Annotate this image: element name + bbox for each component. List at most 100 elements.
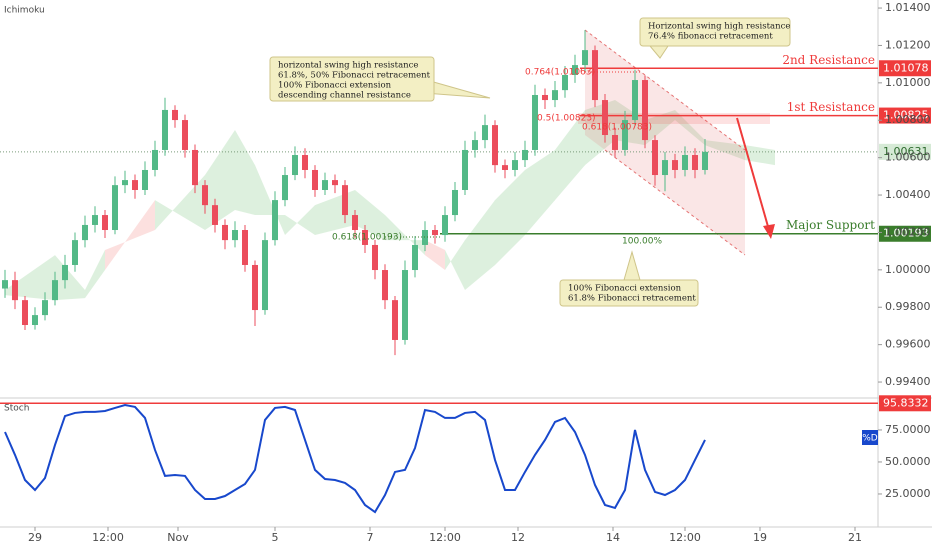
candle-body bbox=[52, 280, 58, 301]
indicator-label: Ichimoku bbox=[4, 6, 45, 16]
candle-body bbox=[262, 240, 268, 311]
stoch-line bbox=[4, 403, 706, 514]
candle-body bbox=[672, 160, 678, 170]
y-tick-label: 1.00600 bbox=[885, 151, 931, 164]
candle-body bbox=[642, 80, 648, 141]
x-tick-label: 12:00 bbox=[429, 531, 461, 544]
stoch-series-label: %D bbox=[862, 434, 878, 444]
callout-text: 61.8%, 50% Fibonacci retracement bbox=[278, 71, 431, 81]
level-price: 1.01078 bbox=[883, 61, 929, 74]
candle-body bbox=[22, 300, 28, 326]
y-tick-label: 1.01400 bbox=[885, 1, 931, 14]
level-price-box bbox=[879, 225, 931, 242]
candle-body bbox=[482, 125, 488, 141]
cloud-segment bbox=[105, 200, 155, 271]
x-tick-label: 12:00 bbox=[92, 531, 124, 544]
candle-body bbox=[382, 270, 388, 301]
candle-body bbox=[222, 224, 228, 241]
candle-body bbox=[162, 109, 168, 150]
cloud-segment bbox=[525, 149, 555, 236]
cloud-segment bbox=[675, 109, 705, 146]
x-tick-label: 7 bbox=[367, 531, 374, 544]
candle-body bbox=[702, 151, 708, 170]
fib-label: 0.5(1.00823) bbox=[537, 114, 596, 124]
candle-body bbox=[82, 224, 88, 241]
candle-body bbox=[232, 230, 238, 241]
last-price-label: 1.00631 bbox=[883, 145, 929, 158]
candle-body bbox=[342, 185, 348, 216]
candle-body bbox=[2, 280, 8, 289]
x-tick-label: 12 bbox=[511, 531, 525, 544]
x-tick-label: 29 bbox=[28, 531, 42, 544]
cloud-segment bbox=[445, 240, 465, 291]
cloud-segment bbox=[745, 145, 775, 166]
candle-body bbox=[302, 155, 308, 170]
y-tick-label: 1.00400 bbox=[885, 188, 931, 201]
candle-body bbox=[272, 200, 278, 241]
candle-body bbox=[462, 149, 468, 190]
candle-body bbox=[692, 155, 698, 170]
candle-body bbox=[42, 300, 48, 316]
cloud-segment bbox=[255, 165, 285, 236]
callout-box bbox=[639, 17, 791, 47]
marks-layer bbox=[0, 30, 878, 514]
cloud-segment bbox=[465, 200, 495, 291]
candle-body bbox=[562, 74, 568, 91]
candle-body bbox=[242, 230, 248, 265]
candle-body bbox=[542, 94, 548, 101]
candle-body bbox=[142, 169, 148, 190]
x-tick-label: 19 bbox=[753, 531, 767, 544]
callout-text: 100% Fibonacci extension bbox=[568, 284, 682, 294]
candle-body bbox=[492, 125, 498, 166]
candle-body bbox=[32, 315, 38, 326]
candle-body bbox=[182, 120, 188, 150]
candle-body bbox=[532, 94, 538, 150]
candle-body bbox=[92, 215, 98, 225]
candle-body bbox=[592, 50, 598, 101]
x-tick-label: 12:00 bbox=[669, 531, 701, 544]
level-price-box bbox=[879, 60, 931, 77]
candle-body bbox=[512, 160, 518, 170]
candle-body bbox=[12, 280, 18, 301]
cloud-segment bbox=[235, 129, 255, 216]
descending-channel bbox=[585, 30, 745, 255]
candle-body bbox=[132, 180, 138, 190]
candle-body bbox=[572, 65, 578, 75]
cloud-segment bbox=[495, 169, 525, 265]
candle-body bbox=[652, 140, 658, 176]
candle-body bbox=[292, 155, 298, 176]
candle-body bbox=[522, 149, 528, 161]
candle-body bbox=[332, 180, 338, 186]
fib-label: 0.618(1.00193) bbox=[332, 233, 402, 243]
stoch-series-box bbox=[862, 430, 878, 445]
candle-body bbox=[282, 175, 288, 201]
candle-body bbox=[412, 244, 418, 271]
cloud-segment bbox=[85, 250, 105, 299]
annotation-layer: 2nd Resistance 1.01078 1st Resistance 1.008… bbox=[269, 17, 931, 445]
y-tick-label: 0.99600 bbox=[885, 338, 931, 351]
stoch-label: Stoch bbox=[4, 404, 29, 414]
level-price: 1.00825 bbox=[883, 109, 929, 122]
cloud-layer bbox=[5, 100, 775, 301]
candle-body bbox=[172, 109, 178, 121]
fib-label: 0.764(1.01063) bbox=[525, 68, 595, 78]
candle-body bbox=[112, 185, 118, 231]
candle-body bbox=[252, 264, 258, 311]
y-tick-label: 1.01000 bbox=[885, 76, 931, 89]
fib-label: 0.618(1.00783) bbox=[582, 123, 652, 133]
candle-body bbox=[62, 264, 68, 281]
candle-body bbox=[392, 300, 398, 340]
candle-body bbox=[602, 100, 608, 136]
x-tick-label: 5 bbox=[272, 531, 279, 544]
stoch-level-box bbox=[879, 395, 931, 412]
candle-body bbox=[322, 180, 328, 190]
cloud-segment bbox=[155, 175, 205, 231]
candle-body bbox=[202, 185, 208, 206]
candle-body bbox=[312, 169, 318, 190]
channel-lower bbox=[604, 149, 746, 256]
candle-body bbox=[682, 155, 688, 170]
candle-body bbox=[402, 270, 408, 340]
y-tick-label: 1.00200 bbox=[885, 225, 931, 238]
y-tick-label: 1.00800 bbox=[885, 113, 931, 126]
